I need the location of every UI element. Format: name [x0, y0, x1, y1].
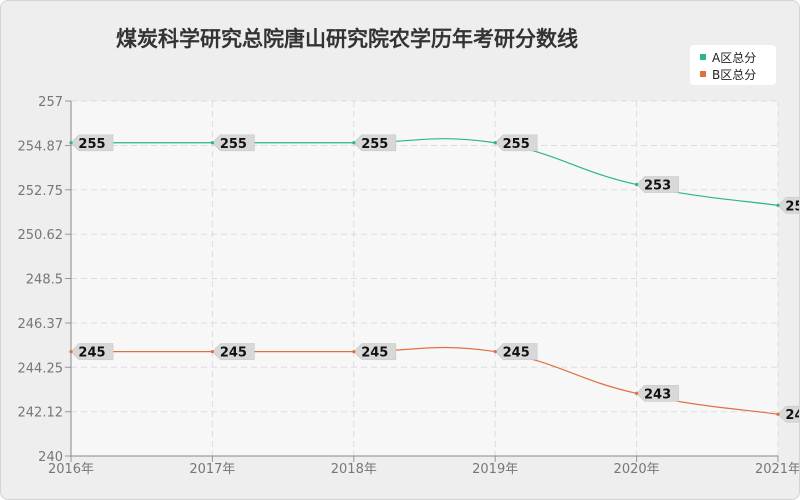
data-label: 255: [361, 137, 388, 152]
data-label-box: [777, 197, 799, 214]
y-tick-label: 244.25: [18, 361, 64, 376]
data-point: [776, 412, 780, 416]
data-label: 243: [644, 387, 671, 402]
legend-item-b[interactable]: B区总分: [700, 66, 756, 82]
data-label: 255: [78, 137, 105, 152]
data-label-box: [211, 134, 255, 152]
data-point: [776, 203, 780, 208]
y-tick-label: 248.5: [26, 273, 63, 288]
data-point: [352, 141, 356, 145]
data-point: [493, 141, 497, 145]
y-tick-label: 257: [38, 95, 63, 110]
y-tick-label: 250.62: [18, 228, 64, 243]
data-label: 245: [361, 346, 388, 361]
data-label: 255: [503, 137, 530, 152]
legend-swatch-a: [700, 54, 706, 60]
data-point: [210, 349, 214, 354]
data-label-box: [636, 385, 679, 402]
data-label-box: [70, 343, 114, 360]
data-label: 253: [644, 179, 671, 194]
legend-label-a: A区总分: [712, 50, 757, 65]
data-label: 245: [503, 346, 530, 361]
y-tick-label: 240: [38, 450, 63, 465]
data-point: [635, 182, 639, 187]
chart-title: 煤炭科学研究总院唐山研究院农学历年考研分数线: [116, 27, 578, 51]
x-tick-label: 2020年: [614, 462, 660, 477]
data-label-box: [211, 343, 255, 360]
data-label-box: [494, 134, 538, 152]
y-tick-label: 254.87: [18, 139, 64, 154]
y-tick-label: 252.75: [18, 184, 64, 199]
x-tick-label: 2018年: [331, 462, 377, 477]
data-label-box: [777, 405, 799, 423]
data-point: [635, 391, 639, 395]
x-tick-label: 2021年: [755, 462, 800, 477]
legend-label-b: B区总分: [712, 67, 757, 82]
data-point: [493, 349, 497, 354]
data-label: 245: [220, 346, 247, 361]
legend-item-a[interactable]: A区总分: [700, 49, 756, 65]
data-label-box: [636, 176, 679, 193]
data-label: 255: [220, 137, 247, 152]
data-point: [69, 349, 73, 354]
data-label: 242: [785, 408, 800, 423]
data-point: [69, 141, 73, 145]
x-tick-label: 2016年: [48, 462, 94, 477]
data-label-box: [70, 134, 114, 152]
data-label: 245: [78, 346, 105, 361]
legend-swatch-b: [700, 71, 706, 77]
data-label-box: [494, 343, 538, 360]
x-tick-label: 2017年: [189, 462, 235, 477]
y-tick-label: 246.37: [18, 317, 64, 332]
x-tick-label: 2019年: [472, 462, 518, 477]
data-label-box: [353, 343, 397, 360]
y-tick-label: 242.12: [18, 406, 64, 421]
data-label-box: [353, 134, 397, 152]
data-label: 252: [785, 199, 800, 214]
legend: A区总分 B区总分: [690, 45, 776, 85]
data-point: [352, 349, 356, 354]
data-point: [210, 141, 214, 145]
